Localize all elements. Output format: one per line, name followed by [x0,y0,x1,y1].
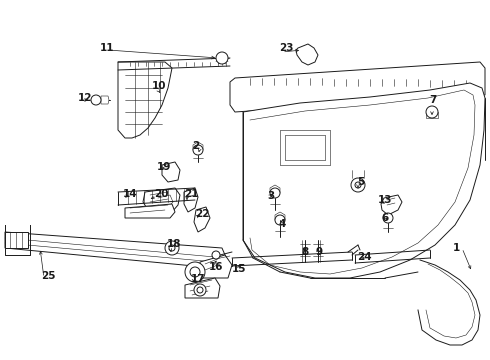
Circle shape [197,287,203,293]
Text: 10: 10 [152,81,167,91]
Text: 19: 19 [157,162,172,172]
Text: 20: 20 [154,189,169,199]
Polygon shape [243,83,485,278]
Polygon shape [193,142,203,153]
Text: 21: 21 [184,189,198,199]
Text: 9: 9 [315,247,322,257]
Text: 7: 7 [429,95,437,105]
Circle shape [426,106,438,118]
Text: 22: 22 [195,209,210,219]
Circle shape [194,284,206,296]
Text: 11: 11 [100,43,115,53]
Polygon shape [200,255,232,278]
Text: 23: 23 [279,43,294,53]
Text: 15: 15 [232,264,246,274]
Polygon shape [143,188,180,215]
Circle shape [212,251,220,259]
Polygon shape [230,62,485,112]
Circle shape [165,241,179,255]
Circle shape [275,215,285,225]
Text: 18: 18 [167,239,181,249]
Text: 4: 4 [278,219,285,229]
Polygon shape [296,44,318,65]
Text: 2: 2 [192,141,199,151]
Circle shape [169,245,175,251]
Circle shape [383,213,393,223]
Polygon shape [185,278,220,298]
Text: 16: 16 [209,262,223,272]
Polygon shape [270,185,280,196]
Circle shape [91,95,101,105]
Polygon shape [275,212,285,223]
Polygon shape [426,112,438,118]
Circle shape [216,52,228,64]
Polygon shape [101,96,109,104]
Polygon shape [381,195,402,215]
Circle shape [190,267,200,277]
Polygon shape [125,204,175,218]
Text: 1: 1 [453,243,460,253]
Text: 24: 24 [357,252,371,262]
Text: 12: 12 [78,93,93,103]
Polygon shape [162,162,180,182]
Circle shape [193,145,203,155]
Polygon shape [184,188,198,212]
Polygon shape [194,207,210,232]
Circle shape [185,262,205,282]
Text: 8: 8 [301,247,308,257]
Text: 17: 17 [191,274,206,284]
Circle shape [351,178,365,192]
Circle shape [355,182,361,188]
Polygon shape [118,62,172,138]
Text: 3: 3 [267,191,274,201]
Text: 6: 6 [381,213,388,223]
Circle shape [270,188,280,198]
Polygon shape [5,232,228,268]
Polygon shape [5,232,28,248]
Text: 5: 5 [357,177,364,187]
Text: 25: 25 [41,271,55,281]
Text: 14: 14 [123,189,138,199]
Text: 13: 13 [378,195,392,205]
